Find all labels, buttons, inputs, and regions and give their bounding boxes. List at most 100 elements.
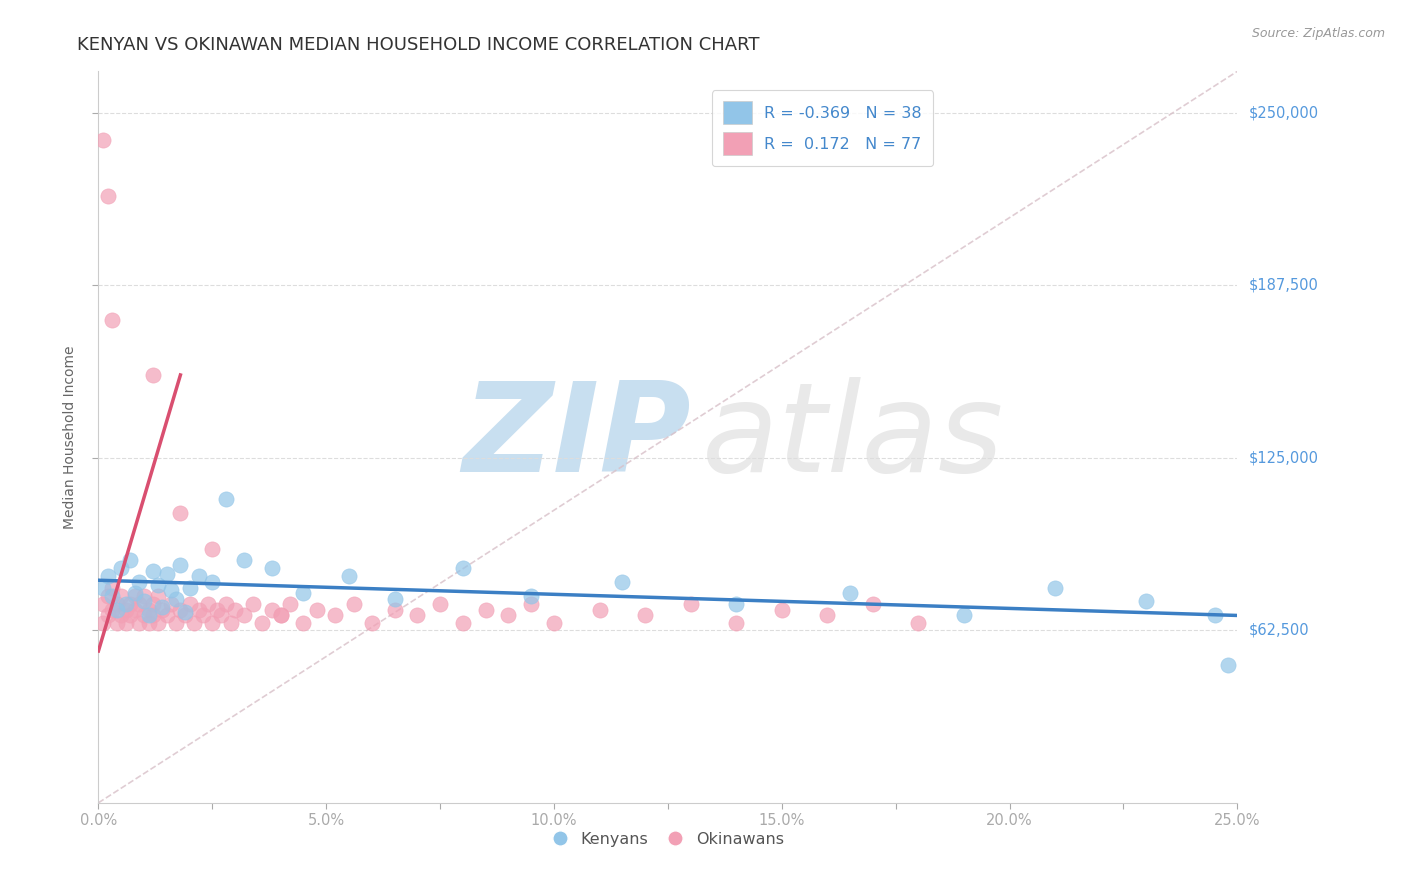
Point <box>201 574 224 589</box>
Point <box>233 553 256 567</box>
Text: $62,500: $62,500 <box>1249 623 1309 638</box>
Point <box>169 602 191 616</box>
Point <box>634 608 657 623</box>
Point <box>215 492 238 507</box>
Point <box>124 586 146 600</box>
Point <box>323 608 346 623</box>
Point <box>270 608 292 623</box>
Point <box>193 608 215 623</box>
Point <box>105 597 128 611</box>
Point <box>588 602 610 616</box>
Point <box>101 581 124 595</box>
Point <box>150 602 173 616</box>
Point <box>292 616 315 631</box>
Point <box>114 597 136 611</box>
Point <box>96 569 118 583</box>
Point <box>91 616 114 631</box>
Point <box>146 616 169 631</box>
Text: KENYAN VS OKINAWAN MEDIAN HOUSEHOLD INCOME CORRELATION CHART: KENYAN VS OKINAWAN MEDIAN HOUSEHOLD INCO… <box>77 36 759 54</box>
Point <box>91 597 114 611</box>
Point <box>451 616 474 631</box>
Point <box>770 602 793 616</box>
Point <box>174 605 197 619</box>
Point <box>96 589 118 603</box>
Point <box>197 597 219 611</box>
Point <box>1204 608 1226 623</box>
Point <box>260 561 283 575</box>
Point <box>110 589 132 603</box>
Point <box>142 368 165 382</box>
Point <box>96 188 118 202</box>
Point <box>91 133 114 147</box>
Point <box>215 597 238 611</box>
Point <box>233 608 256 623</box>
Point <box>160 597 183 611</box>
Point <box>128 574 150 589</box>
Point <box>307 602 329 616</box>
Point <box>156 566 179 581</box>
Point <box>132 589 155 603</box>
Text: $125,000: $125,000 <box>1249 450 1319 466</box>
Point <box>101 312 124 326</box>
Point <box>174 608 197 623</box>
Point <box>132 594 155 608</box>
Point <box>183 616 205 631</box>
Point <box>337 569 360 583</box>
Point <box>242 597 264 611</box>
Point <box>169 506 191 520</box>
Point <box>612 574 634 589</box>
Point <box>165 616 187 631</box>
Point <box>120 553 142 567</box>
Point <box>839 586 862 600</box>
Point <box>138 616 160 631</box>
Point <box>146 578 169 592</box>
Point <box>498 608 520 623</box>
Point <box>142 564 165 578</box>
Point <box>725 616 748 631</box>
Point <box>101 602 124 616</box>
Point <box>138 608 160 623</box>
Point <box>260 602 283 616</box>
Text: $250,000: $250,000 <box>1249 105 1319 120</box>
Y-axis label: Median Household Income: Median Household Income <box>63 345 77 529</box>
Point <box>520 589 543 603</box>
Point <box>209 608 232 623</box>
Text: $187,500: $187,500 <box>1249 277 1319 293</box>
Point <box>91 581 114 595</box>
Point <box>292 586 315 600</box>
Point <box>120 597 142 611</box>
Point <box>953 608 976 623</box>
Point <box>187 602 209 616</box>
Point <box>105 616 128 631</box>
Point <box>429 597 451 611</box>
Point <box>114 602 136 616</box>
Point <box>142 597 165 611</box>
Point <box>142 608 165 623</box>
Point <box>342 597 364 611</box>
Point <box>114 616 136 631</box>
Point <box>128 616 150 631</box>
Point <box>1135 594 1157 608</box>
Point <box>520 597 543 611</box>
Point <box>156 608 179 623</box>
Point <box>219 616 242 631</box>
Point <box>270 608 292 623</box>
Point <box>815 608 838 623</box>
Point <box>179 581 201 595</box>
Point <box>105 602 128 616</box>
Point <box>165 591 187 606</box>
Legend: Kenyans, Okinawans: Kenyans, Okinawans <box>546 826 790 854</box>
Point <box>205 602 228 616</box>
Point <box>679 597 702 611</box>
Point <box>725 597 748 611</box>
Point <box>160 583 183 598</box>
Point <box>169 558 191 573</box>
Point <box>201 616 224 631</box>
Point <box>124 589 146 603</box>
Point <box>224 602 246 616</box>
Point <box>907 616 929 631</box>
Point <box>360 616 382 631</box>
Point <box>278 597 301 611</box>
Point <box>96 608 118 623</box>
Point <box>187 569 209 583</box>
